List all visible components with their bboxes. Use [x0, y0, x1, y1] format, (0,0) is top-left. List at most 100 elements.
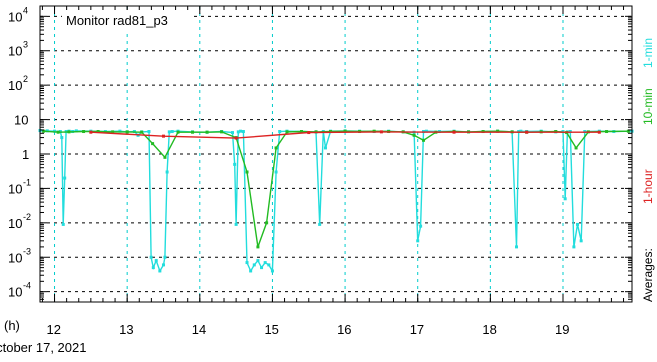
- series-point-1-min: [267, 263, 271, 267]
- series-point-1-hour: [379, 130, 383, 134]
- series-point-1-hour: [452, 130, 456, 134]
- series-point-1-min: [53, 129, 57, 133]
- title-box: [62, 10, 194, 32]
- series-point-10-min: [96, 130, 100, 134]
- y-tick-label: 10: [14, 113, 28, 128]
- series-point-1-min: [149, 255, 153, 259]
- series-point-10-min: [205, 130, 209, 134]
- series-point-1-min: [233, 162, 237, 166]
- series-point-1-min: [278, 130, 282, 134]
- y-tick-label: 10: [8, 250, 22, 265]
- series-line-10-min: [43, 130, 629, 248]
- x-tick-label: 16: [337, 322, 351, 337]
- series-point-1-min: [234, 222, 238, 226]
- y-tick-label: 1: [22, 147, 29, 162]
- series-point-10-min: [125, 130, 129, 134]
- series-point-1-min: [419, 224, 423, 228]
- series-point-10-min: [163, 155, 167, 159]
- series-point-10-min: [220, 130, 224, 134]
- series-point-1-min: [170, 130, 174, 134]
- series-point-10-min: [265, 221, 269, 225]
- series-point-1-min: [60, 136, 64, 140]
- series-point-10-min: [574, 146, 578, 150]
- x-tick-label: 13: [119, 322, 133, 337]
- series-point-10-min: [42, 129, 46, 133]
- y-tick-exponent: -3: [23, 246, 31, 256]
- series-point-1-min: [241, 130, 245, 134]
- side-label-1-min: 1-min: [641, 38, 655, 68]
- series-point-10-min: [285, 130, 289, 134]
- y-tick-exponent: 3: [23, 40, 28, 50]
- series-point-1-min: [260, 266, 264, 270]
- series-point-10-min: [151, 142, 155, 146]
- series-point-1-min: [118, 129, 122, 133]
- series-line-1-hour: [90, 131, 600, 139]
- side-label-10-min: 10-min: [641, 88, 655, 125]
- series-point-1-hour: [161, 134, 165, 138]
- x-unit-label: (h): [4, 318, 20, 333]
- series-point-1-min: [274, 170, 278, 174]
- series-point-1-min: [163, 255, 167, 259]
- x-tick-label: 12: [47, 322, 61, 337]
- series-point-1-min: [245, 261, 249, 265]
- series-point-1-min: [323, 146, 327, 150]
- series-point-1-min: [167, 130, 171, 134]
- series-point-10-min: [274, 146, 278, 150]
- series-point-1-min: [318, 222, 322, 226]
- series-point-1-min: [263, 261, 267, 265]
- series-point-1-min: [236, 130, 240, 134]
- series-point-10-min: [67, 130, 71, 134]
- series-point-10-min: [256, 245, 260, 249]
- tick-marks: [40, 6, 632, 302]
- series-point-10-min: [605, 130, 609, 134]
- series-point-10-min: [82, 130, 86, 134]
- series-line-1-min: [39, 129, 633, 274]
- y-tick-label: 10: [8, 9, 22, 24]
- series-point-1-min: [74, 129, 78, 133]
- series-point-1-min: [151, 266, 155, 270]
- chart-title: Monitor rad81_p3: [66, 13, 168, 28]
- series-point-10-min: [140, 130, 144, 134]
- series-point-1-min: [249, 269, 253, 273]
- y-tick-label: 10: [8, 285, 22, 300]
- date-label: October 17, 2021: [0, 340, 86, 355]
- x-tick-label: 14: [192, 322, 206, 337]
- series-point-10-min: [412, 133, 416, 137]
- series-point-10-min: [191, 130, 195, 134]
- series-point-1-min: [579, 239, 583, 243]
- y-tick-exponent: 4: [23, 5, 28, 15]
- series-point-10-min: [422, 138, 426, 142]
- series-point-10-min: [626, 129, 630, 133]
- series-point-10-min: [496, 129, 500, 133]
- series-point-1-min: [424, 129, 428, 133]
- series-point-1-min: [158, 269, 162, 273]
- series-point-1-min: [61, 222, 65, 226]
- series-point-1-hour: [525, 130, 529, 134]
- series-point-1-min: [238, 129, 242, 133]
- series-point-1-min: [515, 245, 519, 249]
- series-lines: [38, 129, 634, 274]
- series-point-1-min: [252, 263, 256, 267]
- series-point-10-min: [299, 130, 303, 134]
- series-point-1-hour: [89, 130, 93, 134]
- side-label-1-hour: 1-hour: [641, 169, 655, 204]
- y-tick-label: 10: [8, 216, 22, 231]
- series-point-1-min: [230, 131, 234, 135]
- y-tick-exponent: -4: [23, 281, 31, 291]
- y-tick-label: 10: [8, 44, 22, 59]
- series-point-1-hour: [234, 136, 238, 140]
- y-tick-label: 10: [8, 181, 22, 196]
- x-tick-label: 18: [482, 322, 496, 337]
- series-point-1-min: [519, 129, 523, 133]
- y-tick-label: 10: [8, 78, 22, 93]
- side-label-averages: Averages:: [641, 248, 655, 302]
- series-point-10-min: [343, 129, 347, 133]
- x-tick-label: 19: [555, 322, 569, 337]
- x-tick-label: 15: [264, 322, 278, 337]
- series-point-1-hour: [597, 130, 601, 134]
- series-point-1-min: [154, 259, 158, 263]
- series-point-1-min: [161, 263, 165, 267]
- series-point-1-min: [147, 130, 151, 134]
